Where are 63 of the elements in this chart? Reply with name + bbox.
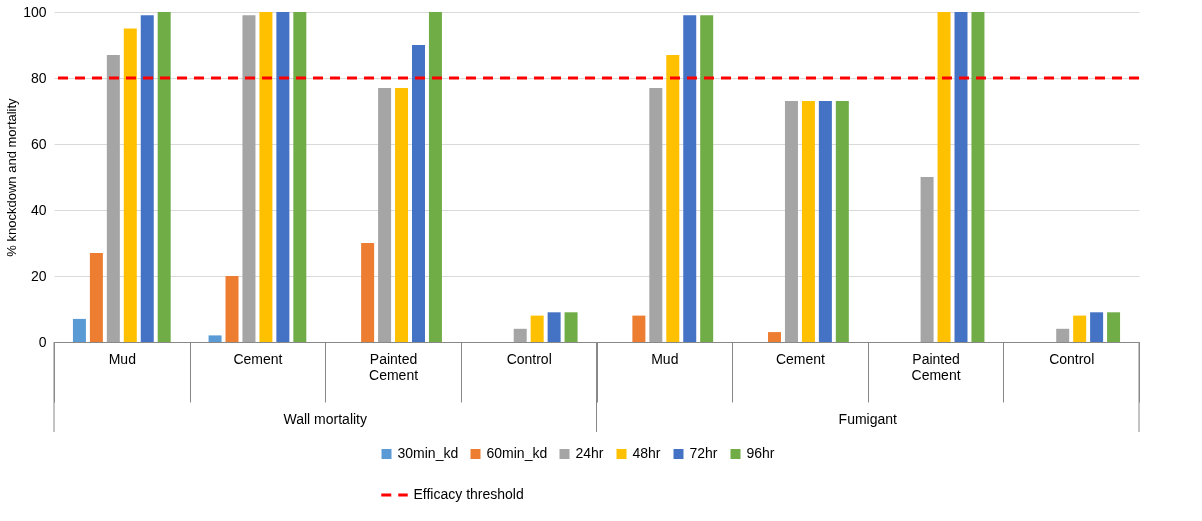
text: Wall mortality xyxy=(283,411,367,427)
x-tick-label: Cement xyxy=(775,350,826,367)
bar xyxy=(293,12,307,342)
x-tick-label: Mud xyxy=(108,350,136,367)
bar xyxy=(72,318,86,342)
y-tick-label: 80 xyxy=(30,69,47,86)
bar xyxy=(157,12,171,342)
bar xyxy=(801,101,815,342)
bar xyxy=(140,15,154,342)
bar xyxy=(1056,328,1070,342)
legend-label: 48hr xyxy=(632,445,661,461)
bar xyxy=(378,87,392,342)
legend-label: 72hr xyxy=(689,445,718,461)
bar xyxy=(920,177,934,342)
y-tick-label: 20 xyxy=(30,267,47,284)
bar xyxy=(954,12,968,342)
bar xyxy=(937,12,951,342)
legend-label: 24hr xyxy=(575,445,604,461)
bar xyxy=(428,12,442,342)
y-tick-label: 0 xyxy=(38,333,47,350)
x-tick-label: Cement xyxy=(233,350,283,367)
x-tick-label: Painted Cement xyxy=(369,350,419,383)
bar xyxy=(835,101,849,342)
bar xyxy=(649,87,663,342)
bar xyxy=(971,12,985,342)
bar xyxy=(818,101,832,342)
bar xyxy=(1107,312,1121,342)
y-tick-label: 40 xyxy=(30,201,47,218)
bar xyxy=(632,315,646,342)
x-tick-label: Painted Cement xyxy=(911,350,961,383)
bar xyxy=(700,15,714,342)
y-tick-label: 100 xyxy=(23,3,47,20)
legend-label: 30min_kd xyxy=(397,445,459,461)
bar xyxy=(564,312,578,342)
bar xyxy=(411,45,425,342)
bar xyxy=(683,15,697,342)
bar xyxy=(208,335,222,342)
y-axis-title: % knockdown and mortality xyxy=(4,97,20,257)
y-tick-label: 60 xyxy=(30,135,47,152)
bar xyxy=(768,332,782,342)
legend-label: 60min_kd xyxy=(486,445,548,461)
bar xyxy=(1090,312,1104,342)
bar xyxy=(784,101,798,342)
bar xyxy=(666,54,680,342)
legend-label: 96hr xyxy=(746,445,775,461)
bar xyxy=(242,15,256,342)
bar xyxy=(89,252,103,342)
bar xyxy=(106,54,120,342)
bar xyxy=(259,12,273,342)
bar xyxy=(361,243,375,342)
x-tick-label: Mud xyxy=(651,350,679,367)
text: Fumigant xyxy=(838,411,898,427)
bar xyxy=(530,315,544,342)
bar xyxy=(1073,315,1087,342)
bar xyxy=(395,87,409,342)
bar xyxy=(547,312,561,342)
bar xyxy=(225,276,239,342)
bar xyxy=(513,328,527,342)
legend-label: Efficacy threshold xyxy=(413,486,524,502)
bar xyxy=(123,28,137,342)
x-tick-label: Control xyxy=(506,350,552,367)
bar xyxy=(276,12,290,342)
x-tick-label: Control xyxy=(1049,350,1095,367)
